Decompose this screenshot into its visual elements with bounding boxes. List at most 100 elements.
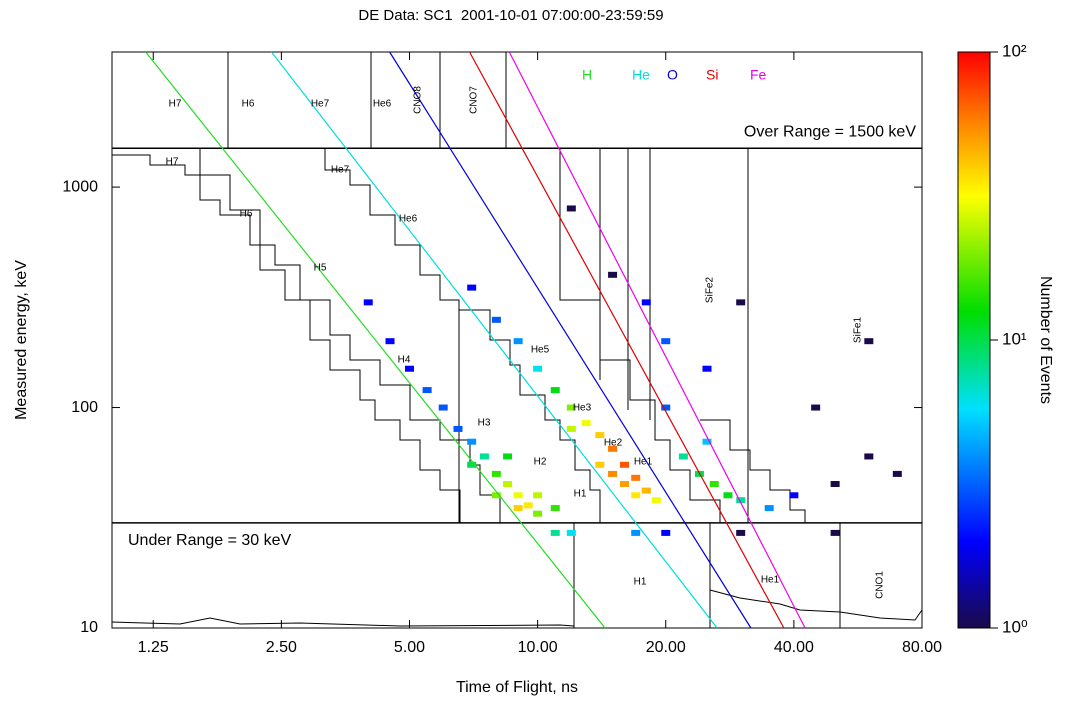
cell — [620, 461, 630, 468]
colorbar — [957, 51, 991, 629]
species-curve — [145, 51, 606, 629]
plot-frame — [111, 51, 923, 629]
cell — [608, 445, 618, 452]
cell — [566, 425, 576, 432]
cell — [608, 470, 618, 477]
region-label: CNO7 — [469, 86, 480, 114]
cell — [702, 438, 712, 445]
region-label: CNO8 — [413, 86, 424, 114]
region-label: H7 — [166, 157, 179, 168]
cell — [453, 425, 463, 432]
cell — [830, 480, 840, 487]
legend-entry: H — [582, 67, 592, 83]
cell — [581, 420, 591, 427]
y-tick-label: 100 — [71, 399, 98, 416]
region-label: He2 — [604, 438, 623, 449]
colorbar-tick-label: 10² — [1002, 41, 1027, 60]
cell — [709, 480, 719, 487]
region-label: SiFe1 — [853, 317, 864, 344]
cell — [661, 404, 671, 411]
x-tick-label: 5.00 — [394, 639, 425, 656]
cell — [736, 497, 746, 504]
overlay: Over Range = 1500 keV Under Range = 30 ke… — [62, 51, 942, 656]
region-label: H4 — [398, 355, 411, 366]
x-tick-label: 80.00 — [902, 639, 942, 656]
cell — [513, 338, 523, 345]
region-label: H7 — [169, 99, 182, 110]
cell — [595, 432, 605, 439]
cell — [479, 453, 489, 460]
cell — [513, 505, 523, 512]
legend-entry: Si — [706, 67, 718, 83]
region-label: He6 — [373, 99, 392, 110]
cell — [702, 365, 712, 372]
cell — [631, 492, 641, 499]
y-tick-label: 10 — [80, 619, 98, 636]
region-label: He1 — [761, 575, 780, 586]
species-curve — [389, 51, 752, 629]
cell — [491, 492, 501, 499]
cell — [595, 461, 605, 468]
cell — [864, 453, 874, 460]
cell — [533, 365, 543, 372]
cell — [550, 387, 560, 394]
x-tick-label: 2.50 — [266, 639, 297, 656]
cell — [864, 338, 874, 345]
cell — [661, 338, 671, 345]
cell — [503, 453, 513, 460]
species-curve — [508, 51, 806, 629]
cell — [892, 470, 902, 477]
under-range-label: Under Range = 30 keV — [128, 532, 292, 549]
region-label: H1 — [634, 577, 647, 588]
x-tick-label: 1.25 — [138, 639, 169, 656]
cell — [566, 404, 576, 411]
colorbar-label: Number of Events — [1037, 276, 1054, 404]
y-tick-label: 1000 — [62, 178, 98, 195]
region-label: SiFe2 — [705, 277, 716, 304]
region-label: He6 — [399, 214, 418, 225]
cell — [789, 492, 799, 499]
cell — [723, 492, 733, 499]
region-label: He1 — [634, 457, 653, 468]
cell — [503, 480, 513, 487]
region-label: He5 — [531, 345, 550, 356]
cell — [608, 271, 618, 278]
cell — [533, 492, 543, 499]
legend-entry: Fe — [750, 67, 767, 83]
y-axis-label: Measured energy, keV — [13, 260, 30, 420]
cell — [467, 438, 477, 445]
region-label: H1 — [574, 489, 587, 500]
x-tick-label: 40.00 — [774, 639, 814, 656]
chart-title: DE Data: SC1 2001-10-01 07:00:00-23:59:5… — [358, 7, 663, 24]
region-label: H6 — [242, 99, 255, 110]
cell — [736, 529, 746, 536]
cell — [631, 529, 641, 536]
region-label: H3 — [478, 418, 491, 429]
cell — [736, 299, 746, 306]
colorbar-tick-label: 10⁰ — [1002, 617, 1028, 636]
cell — [513, 492, 523, 499]
x-tick-label: 20.00 — [646, 639, 686, 656]
cell — [566, 205, 576, 212]
cell — [678, 453, 688, 460]
legend-entry: O — [667, 67, 678, 83]
cell — [385, 338, 395, 345]
region-label: He7 — [311, 99, 330, 110]
cell — [491, 470, 501, 477]
species-curve — [271, 51, 718, 629]
colorbar-tick-label: 10¹ — [1002, 329, 1027, 348]
cell — [764, 505, 774, 512]
cell — [422, 387, 432, 394]
cell — [830, 529, 840, 536]
cell — [641, 299, 651, 306]
cell — [523, 502, 533, 509]
cell — [641, 487, 651, 494]
region-label: H5 — [314, 263, 327, 274]
region-label: He3 — [573, 403, 592, 414]
region-label: CNO1 — [875, 571, 886, 599]
species-curve — [469, 51, 785, 629]
cell — [438, 404, 448, 411]
region-label: H2 — [534, 457, 547, 468]
cell — [404, 365, 414, 372]
